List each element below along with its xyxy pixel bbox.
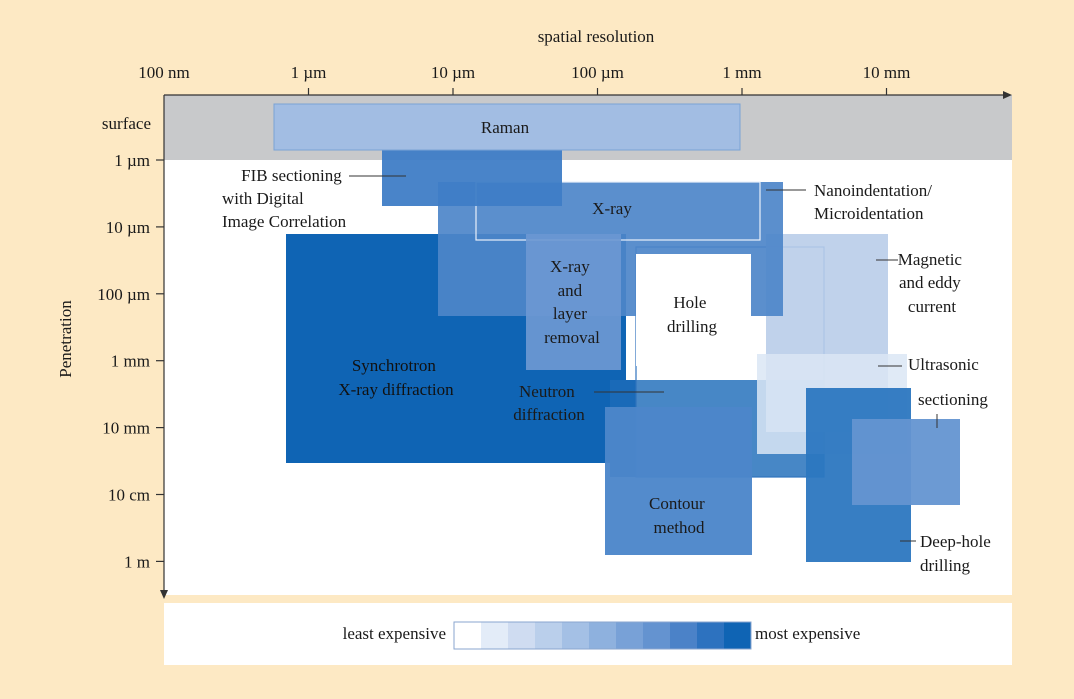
y-tick-label: 1 m <box>124 552 150 571</box>
label-deep-hole: Deep-hole drilling <box>920 532 995 575</box>
label-fib: FIB sectioning with Digital Image Correl… <box>222 166 347 231</box>
label-hole-drilling: Hole drilling <box>667 293 718 336</box>
technique-labels: Raman FIB sectioning with Digital Image … <box>222 118 995 575</box>
cost-swatch <box>616 622 643 649</box>
y-axis-arrow <box>160 590 168 599</box>
rect-x-ray-layer-removal <box>526 234 621 370</box>
label-synchrotron: Synchrotron X-ray diffraction <box>338 356 454 399</box>
label-x-ray-layer-removal: X-ray and layer removal <box>544 257 600 347</box>
label-sectioning: sectioning <box>918 390 988 409</box>
x-tick-label: 10 mm <box>863 63 911 82</box>
y-tick-label: 10 cm <box>108 486 150 505</box>
y-axis-title: Penetration <box>56 300 75 378</box>
cost-legend-border <box>453 621 752 650</box>
x-axis-arrow <box>1003 91 1012 99</box>
y-tick-label: 1 µm <box>114 151 150 170</box>
x-tick-label: 1 µm <box>291 63 327 82</box>
y-tick-label: 100 µm <box>97 285 150 304</box>
cost-legend-swatches <box>453 621 752 650</box>
x-tick-label: 1 mm <box>722 63 761 82</box>
x-tick-label: 10 µm <box>431 63 475 82</box>
cost-swatch <box>670 622 697 649</box>
cost-swatch <box>454 622 481 649</box>
x-axis-ticks: 100 nm 1 µm 10 µm 100 µm 1 mm 10 mm <box>138 63 910 95</box>
cost-swatch <box>589 622 616 649</box>
cost-swatch <box>643 622 670 649</box>
label-ultrasonic: Ultrasonic <box>908 355 979 374</box>
technique-rectangles <box>273 103 960 562</box>
cost-swatch <box>724 622 751 649</box>
rect-fib <box>382 149 562 206</box>
x-tick-label: 100 nm <box>138 63 189 82</box>
y-tick-label: 10 mm <box>102 419 150 438</box>
cost-swatch <box>562 622 589 649</box>
leader-lines <box>349 175 938 542</box>
cost-swatch <box>481 622 508 649</box>
legend-low-label: least expensive <box>343 624 446 643</box>
cost-swatch <box>535 622 562 649</box>
rect-hole-drilling-window <box>636 254 751 366</box>
label-nanoindentation: Nanoindentation/ Microidentation <box>814 181 936 223</box>
y-axis-ticks: 1 µm 10 µm 100 µm 1 mm 10 mm 10 cm 1 m <box>97 151 164 571</box>
y-tick-label: 10 µm <box>106 218 150 237</box>
axes <box>160 91 1012 599</box>
cost-swatch <box>697 622 724 649</box>
surface-label: surface <box>102 114 151 133</box>
label-contour-method: Contour method <box>649 494 709 537</box>
label-x-ray: X-ray <box>592 199 632 218</box>
legend-high-label: most expensive <box>755 624 860 643</box>
rect-sectioning <box>852 419 960 505</box>
x-tick-label: 100 µm <box>571 63 624 82</box>
x-axis-title: spatial resolution <box>538 27 655 46</box>
label-magnetic: Magnetic and eddy current <box>898 250 966 316</box>
label-neutron-diffraction: Neutron diffraction <box>513 382 585 424</box>
label-raman: Raman <box>481 118 530 137</box>
rect-contour-method <box>605 407 752 555</box>
rect-raman <box>273 103 741 151</box>
cost-swatch <box>508 622 535 649</box>
y-tick-label: 1 mm <box>111 352 150 371</box>
